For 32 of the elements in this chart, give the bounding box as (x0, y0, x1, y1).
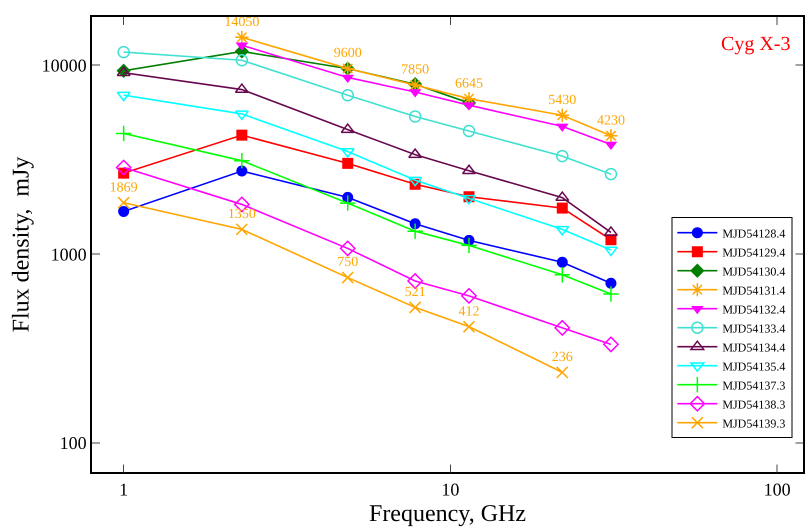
legend-label: MJD54130.4 (722, 264, 786, 278)
data-label: 1350 (228, 206, 256, 222)
x-tick-label: 1 (119, 479, 128, 500)
data-label: 9600 (334, 46, 362, 62)
legend-label: MJD54135.4 (722, 359, 786, 374)
data-label: 4230 (596, 113, 625, 128)
legend-label: MJD54133.4 (722, 321, 786, 336)
data-label: 1869 (110, 180, 138, 196)
legend-label: MJD54138.3 (722, 397, 786, 412)
data-label: 7850 (401, 62, 430, 78)
data-label: 236 (552, 350, 573, 365)
x-tick-label: 100 (764, 479, 791, 500)
legend-label: MJD54128.4 (722, 226, 786, 240)
legend-label: MJD54129.4 (722, 245, 786, 260)
x-axis-title: Frequency, GHz (368, 501, 526, 528)
data-label: 6645 (454, 76, 483, 92)
legend-label: MJD54131.4 (722, 283, 786, 298)
legend-label: MJD54139.3 (722, 416, 786, 430)
data-label: 412 (458, 304, 480, 320)
y-axis-title: Flux density, mJy (8, 156, 34, 332)
x-tick-label: 10 (441, 479, 460, 500)
data-label: 750 (337, 255, 358, 270)
legend-label: MJD54132.4 (722, 302, 786, 316)
y-tick-label: 10000 (42, 55, 87, 76)
data-label: 521 (404, 285, 426, 300)
y-tick-label: 1000 (50, 244, 87, 264)
legend-label: MJD54134.4 (722, 340, 786, 354)
data-label: 5430 (548, 92, 576, 108)
legend-label: MJD54137.3 (722, 378, 786, 392)
annotation: Cyg X-3 (721, 33, 790, 55)
y-tick-label: 100 (60, 433, 87, 454)
data-label: 14050 (224, 14, 260, 30)
